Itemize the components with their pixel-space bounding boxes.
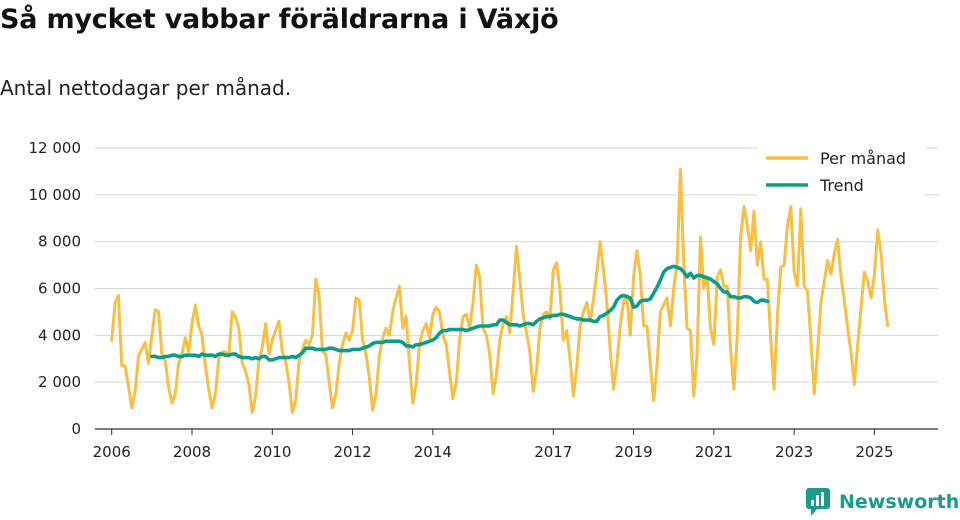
x-tick-label: 2006 (93, 443, 131, 461)
x-tick-label: 2012 (333, 443, 371, 461)
x-tick-label: 2025 (855, 443, 893, 461)
y-tick-label: 6 000 (38, 280, 81, 298)
x-tick-label: 2023 (775, 443, 813, 461)
series-line-per-manad (110, 167, 890, 415)
y-axis-ticks: 0 2 000 4 000 6 000 8 000 10 000 12 000 (29, 139, 82, 438)
x-tick-label: 2014 (414, 443, 452, 461)
page-subtitle: Antal nettodagar per månad. (0, 76, 292, 100)
x-tick-label: 2008 (173, 443, 211, 461)
legend-label: Trend (819, 176, 864, 195)
legend-label: Per månad (820, 149, 906, 168)
legend-background (758, 143, 926, 199)
y-tick-label: 2 000 (38, 373, 81, 391)
series-line-trend (150, 264, 770, 362)
x-tick-label: 2021 (695, 443, 733, 461)
x-tick-label: 2017 (534, 443, 572, 461)
page-title: Så mycket vabbar föräldrarna i Växjö (0, 4, 559, 35)
y-tick-label: 10 000 (29, 186, 82, 204)
chart-series (110, 167, 890, 415)
y-tick-label: 8 000 (38, 233, 81, 251)
x-axis-ticks: 2006 2008 2010 2012 2014 2017 2019 2021 2023 2025 (93, 429, 894, 461)
chart-legend: Per månad Trend (758, 143, 926, 199)
x-tick-label: 2010 (253, 443, 291, 461)
y-tick-label: 12 000 (29, 139, 82, 157)
x-tick-label: 2019 (614, 443, 652, 461)
y-tick-label: 4 000 (38, 326, 81, 344)
y-tick-label: 0 (71, 420, 81, 438)
brand-name: Newsworthy (839, 491, 960, 513)
brand-logo: Newsworthy (805, 487, 960, 517)
newsworthy-logo-icon (806, 488, 830, 516)
